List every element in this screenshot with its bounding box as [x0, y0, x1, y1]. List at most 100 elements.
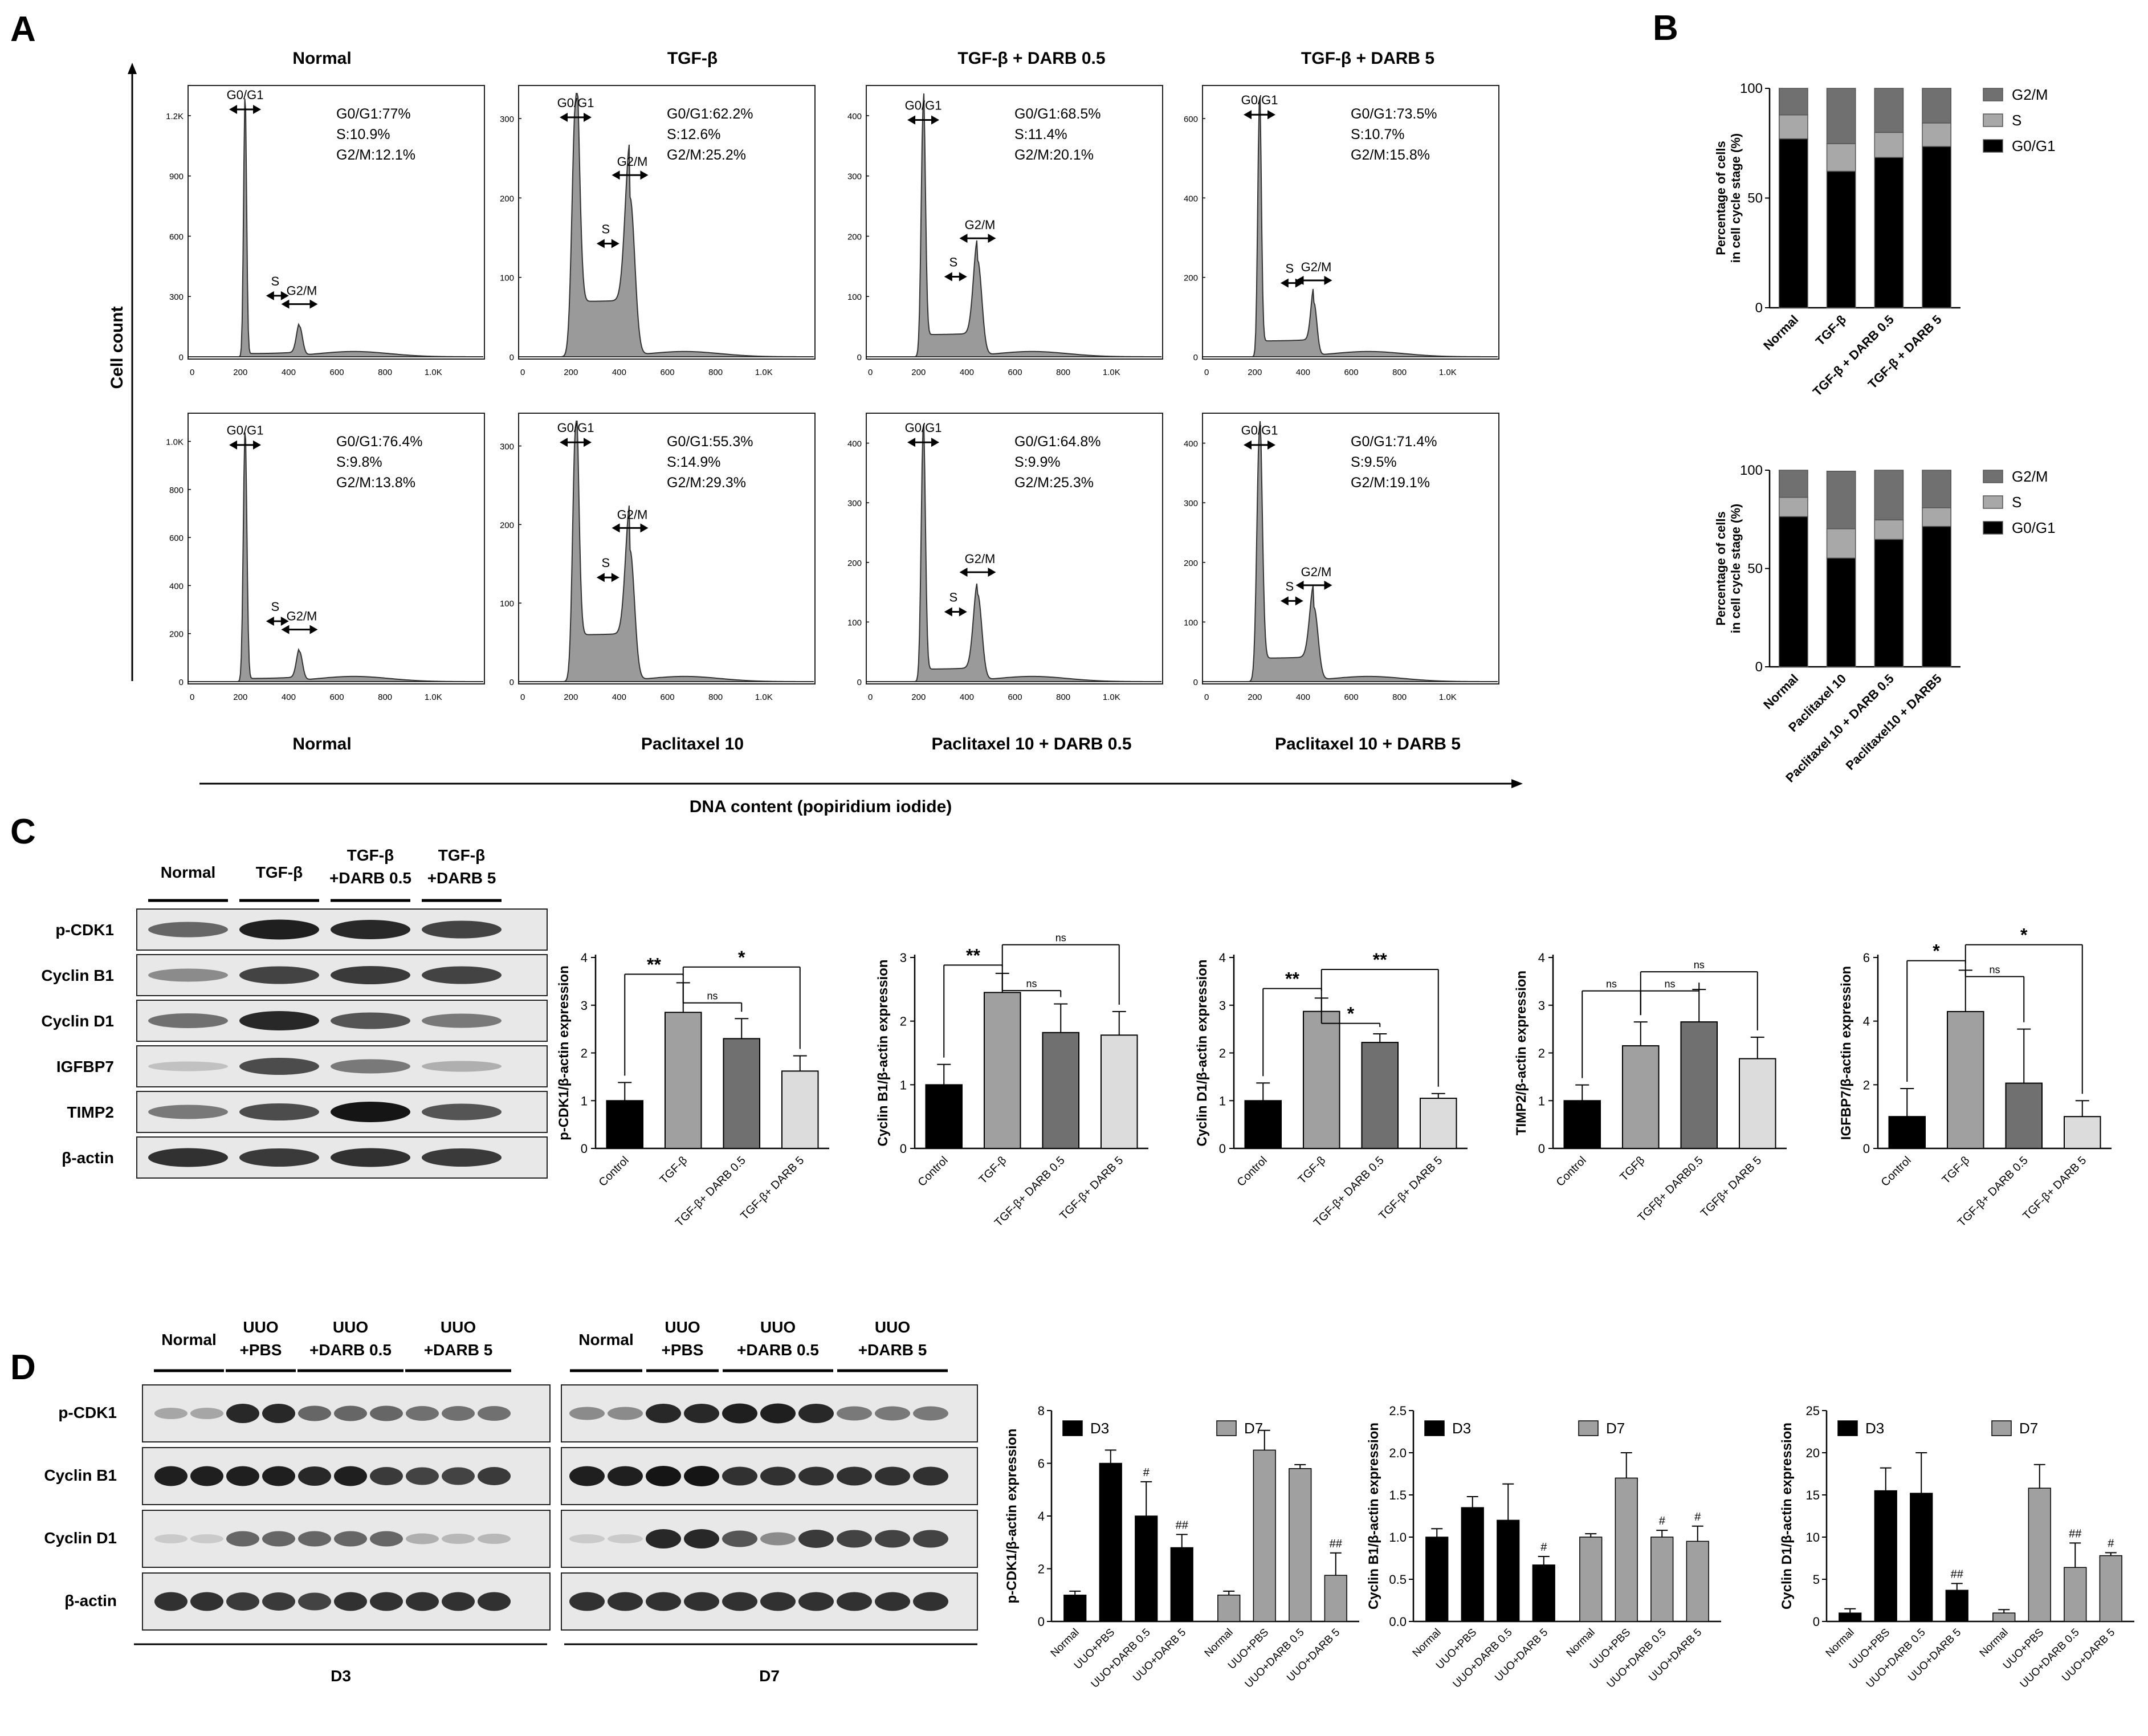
blot-band	[875, 1592, 910, 1611]
bar-d7	[1289, 1468, 1312, 1622]
histogram-y-tick: 400	[169, 581, 184, 591]
histogram-y-tick: 100	[500, 599, 514, 609]
arrowhead-right	[584, 112, 592, 122]
histogram-stat: G0/G1:71.4%	[1351, 434, 1437, 450]
panel-c-igfbp7-chart: 0 2 4 6 IGFBP7/β-actin expression Control TGF-…	[1839, 925, 2112, 1229]
bar-d7	[2028, 1488, 2051, 1622]
arrowhead-right	[611, 573, 619, 582]
chart-y-tick-label: 2	[1863, 1078, 1870, 1092]
chart-y-label: Percentage of cells	[1714, 511, 1728, 626]
chart-y-tick-label: 100	[1740, 463, 1763, 478]
histogram-y-tick: 200	[1184, 559, 1198, 568]
histogram-curve	[1203, 421, 1498, 682]
blot-row-label: p-CDK1	[58, 1404, 117, 1421]
chart-y-tick-label: 0	[1813, 1615, 1820, 1629]
histogram-frame	[866, 413, 1163, 684]
histogram-4: 0 200 400 600 0 200 400 600 800 1.0K G0/G1 S G2/M G0/…	[1184, 85, 1499, 377]
legend-label: S	[2012, 494, 2021, 511]
histogram-y-tick: 1.0K	[166, 437, 184, 447]
bar-tgf-darb-5	[1419, 1098, 1457, 1149]
blot-group-label: UUO	[760, 1318, 796, 1336]
bar-d3	[1910, 1493, 1933, 1622]
chart-category-label: Control	[1879, 1154, 1914, 1189]
histogram-2: 0 100 200 300 0 200 400 600 800 1.0K G0/G1 S G2/M G0/…	[500, 85, 816, 377]
histogram-y-tick: 400	[847, 439, 862, 449]
arrowhead-right	[280, 616, 289, 626]
blot-band	[148, 1013, 228, 1028]
label-g2m: G2/M	[965, 552, 996, 566]
x-axis-arrowhead	[1511, 779, 1523, 788]
label-g0g1: G0/G1	[227, 423, 264, 438]
blot-group-label: UUO	[875, 1318, 910, 1336]
histogram-curve	[519, 421, 814, 682]
blot-band	[262, 1531, 295, 1547]
histogram-x-tick: 600	[330, 368, 344, 377]
chart-y-tick-label: 1	[1538, 1094, 1545, 1108]
blot-band	[422, 1103, 502, 1120]
histogram-frame	[866, 85, 1163, 360]
arrow-g0g1	[1244, 110, 1276, 120]
blot-band	[334, 1592, 367, 1611]
histogram-x-tick: 600	[1008, 692, 1022, 702]
histogram-y-tick: 300	[500, 115, 514, 124]
legend-swatch	[1216, 1420, 1237, 1436]
histogram-x-tick: 1.0K	[425, 692, 442, 702]
blot-band	[798, 1404, 834, 1423]
histogram-stat: G0/G1:64.8%	[1014, 434, 1101, 450]
arrowhead-left	[281, 299, 290, 309]
blot-band	[226, 1466, 259, 1486]
chart-category-label: Normal	[1049, 1627, 1082, 1660]
blot-row-label: IGFBP7	[56, 1058, 114, 1075]
bar-d7	[1686, 1541, 1709, 1622]
arrowhead-right	[309, 299, 318, 309]
histogram-x-tick: 1.0K	[755, 692, 773, 702]
histogram-stat: G0/G1:73.5%	[1351, 106, 1437, 122]
histogram-x-tick: 600	[661, 368, 675, 377]
histogram-1: 0 300 600 900 1.2K 0 200 400 600 800 1.0K G0/G1 S G2/…	[166, 85, 485, 377]
chart-category-label: TGF-β+ DARB 5	[2020, 1154, 2089, 1222]
blot-band	[442, 1534, 475, 1544]
chart-y-label: p-CDK1/β-actin expression	[556, 965, 572, 1140]
bar-d7	[1615, 1477, 1638, 1622]
significance-label: *	[1933, 941, 1940, 961]
chart-category-label: Normal	[1203, 1627, 1236, 1660]
blot-band	[298, 1466, 331, 1486]
chart-category-label: TGF-β+ DARB 5	[1376, 1154, 1445, 1222]
chart-y-tick-label: 4	[1863, 1014, 1870, 1029]
blot-band	[190, 1408, 223, 1419]
chart-y-tick-label: 0	[1538, 1142, 1545, 1156]
histogram-y-tick: 0	[510, 353, 514, 362]
chart-y-tick-label: 15	[1806, 1488, 1820, 1502]
panel-b-bottom-chart: 0 50 100 Percentage of cells in cell cycle s…	[1714, 463, 2056, 785]
histogram-y-tick: 400	[1184, 439, 1198, 449]
blot-band	[569, 1592, 605, 1611]
chart-category-label: TGF-β+ DARB 5	[1057, 1154, 1126, 1222]
bar-d3	[1945, 1590, 1968, 1622]
histogram-y-tick: 0	[1193, 353, 1198, 362]
blot-band	[298, 1531, 331, 1547]
stacked-segment-s	[1779, 114, 1808, 140]
chart-y-label: Cyclin B1/β-actin expression	[1366, 1423, 1381, 1609]
histogram-y-tick: 300	[169, 292, 184, 302]
arrow-s	[944, 272, 967, 282]
bar-d3	[1839, 1612, 1862, 1622]
histogram-y-tick: 900	[169, 172, 184, 182]
legend-label: D3	[1090, 1420, 1109, 1437]
histogram-stat: S:9.8%	[336, 454, 382, 470]
histogram-stat: S:9.5%	[1351, 454, 1397, 470]
arrowhead-left	[596, 573, 605, 582]
histogram-stat: G2/M:25.2%	[667, 147, 746, 163]
chart-y-tick-label: 2.0	[1389, 1446, 1407, 1460]
blot-band	[370, 1405, 403, 1421]
histogram-curve	[867, 93, 1162, 357]
bar-d3	[1170, 1547, 1193, 1622]
arrowhead-left	[1295, 580, 1304, 590]
label-g0g1: G0/G1	[1241, 423, 1278, 438]
significance-label: **	[966, 945, 980, 965]
blot-group-label: +DARB 5	[858, 1341, 927, 1359]
histogram-x-tick: 600	[330, 692, 344, 702]
blot-band	[478, 1592, 511, 1611]
stacked-segment-s	[1922, 123, 1951, 147]
blot-band	[442, 1592, 475, 1611]
